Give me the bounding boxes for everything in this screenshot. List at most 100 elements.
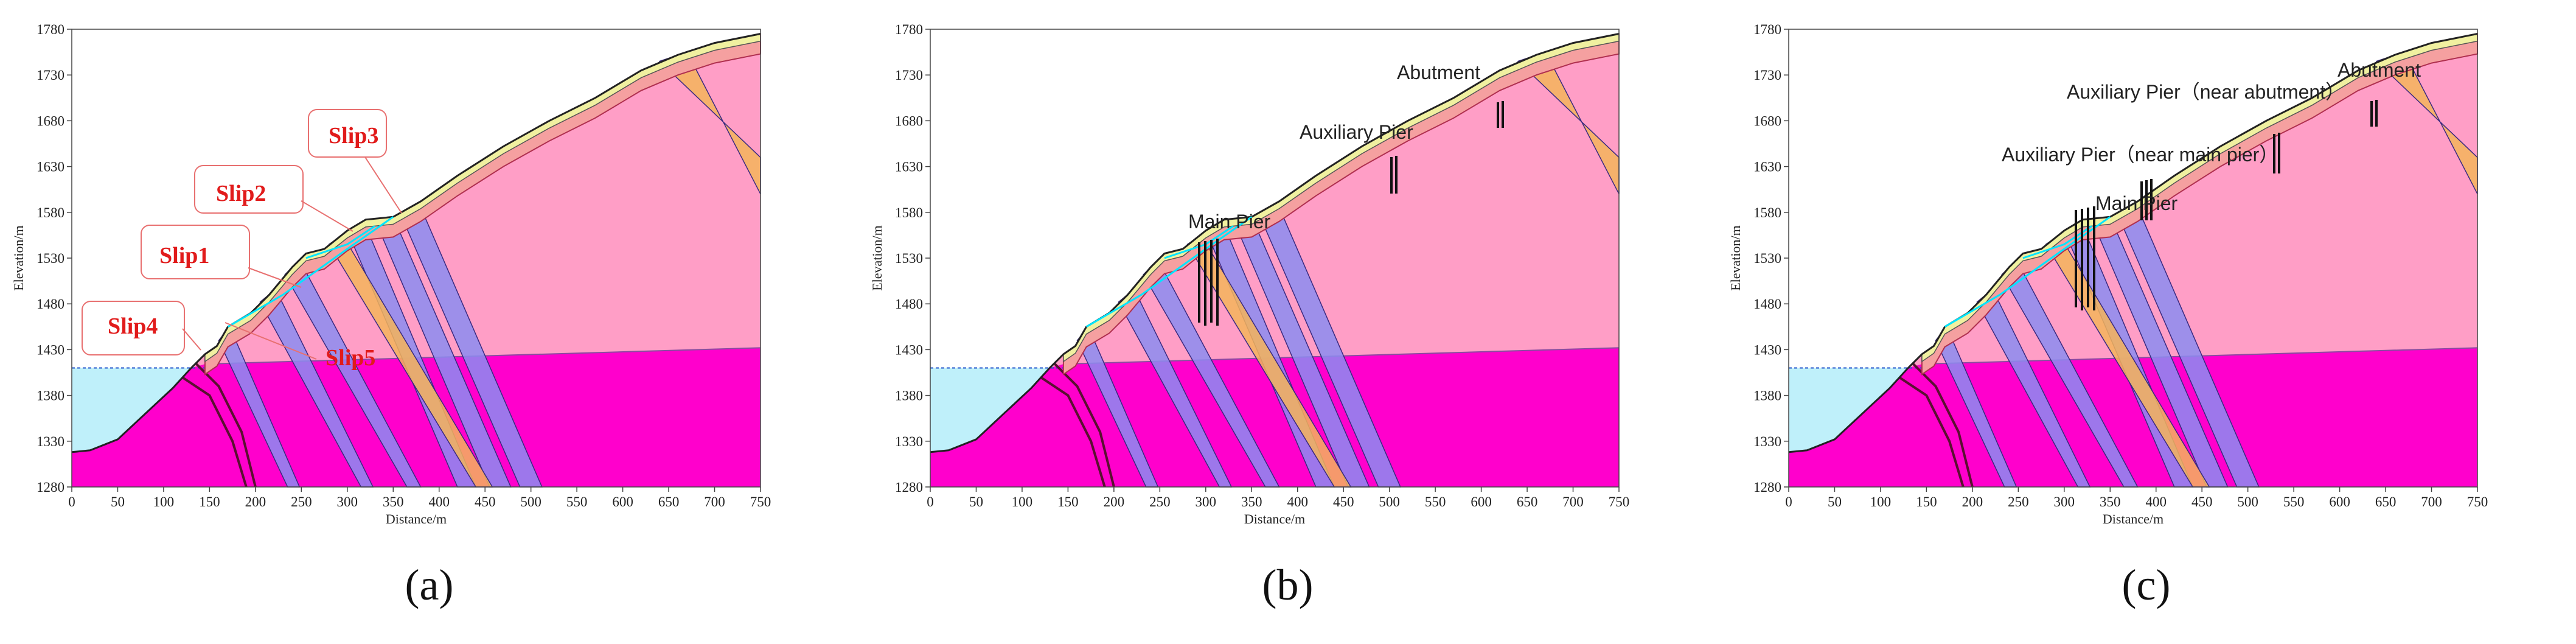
diagram-svg-a: 0 50 100 150 200 250 300 350 400 450 500 550 600 650 7…	[11, 22, 771, 527]
reservoir-water	[1789, 368, 1916, 452]
x-tick-label: 600	[1471, 494, 1492, 509]
axes: 0 50 100 150 200 250 300 350 400 450 500 550 600 650 7…	[11, 22, 771, 527]
slip3-label: Slip3	[329, 123, 378, 149]
x-tick-label: 0	[68, 494, 75, 509]
reservoir-water	[930, 368, 1057, 452]
x-tick-label: 0	[1785, 494, 1792, 509]
x-tick-label: 700	[704, 494, 725, 509]
panel-a: 0 50 100 150 200 250 300 350 400 450 500 550 600 650 7…	[0, 0, 858, 644]
y-axis-label: Elevation/m	[11, 225, 26, 291]
slip2-callout-box	[194, 165, 304, 214]
x-tick-label: 300	[337, 494, 358, 509]
x-tick-label: 500	[1379, 494, 1400, 509]
auxiliary-pier-near-main-piles	[2140, 179, 2153, 220]
y-tick-label: 1430	[1753, 342, 1781, 357]
x-tick-label: 600	[612, 494, 633, 509]
y-tick-label: 1430	[37, 342, 64, 357]
x-tick-label: 550	[1425, 494, 1446, 509]
x-tick-label: 550	[566, 494, 588, 509]
abutment-piles	[2370, 100, 2378, 127]
x-tick-label: 400	[1287, 494, 1308, 509]
y-axis-label: Elevation/m	[1728, 225, 1743, 291]
x-tick-label: 50	[1828, 494, 1842, 509]
panel-b: 0 50 100 150 200 250 300 350 400 450 500 550 600 650 7…	[858, 0, 1717, 644]
x-tick-label: 500	[2237, 494, 2258, 509]
y-tick-label: 1530	[37, 251, 64, 266]
x-tick-label: 600	[2329, 494, 2350, 509]
main-pier-piles	[2075, 206, 2095, 310]
slip-callouts: Slip3 Slip2 Slip1 Slip4 Slip5	[82, 109, 402, 371]
x-tick-label: 400	[428, 494, 450, 509]
y-tick-label: 1330	[1753, 434, 1781, 449]
slope-section	[1788, 33, 2478, 488]
slip-surface-line	[227, 216, 394, 328]
y-tick-label: 1730	[1753, 68, 1781, 83]
main-pier-piles	[1198, 239, 1219, 326]
y-tick-label: 1480	[37, 296, 64, 312]
x-tick-label: 50	[111, 494, 125, 509]
x-tick-label: 150	[199, 494, 220, 509]
x-tick-label: 700	[1562, 494, 1584, 509]
abutment-piles	[1497, 101, 1504, 128]
x-tick-label: 450	[2191, 494, 2213, 509]
y-tick-label: 1280	[37, 480, 64, 495]
y-tick-label: 1530	[895, 251, 923, 266]
panel-b-label: (b)	[1262, 561, 1314, 609]
y-tick-label: 1580	[37, 205, 64, 220]
axes: 0 50 100 150 200 250 300 350 400 450 500 550 600 650 7…	[869, 22, 1629, 527]
x-tick-label: 400	[2145, 494, 2167, 509]
x-tick-label: 100	[153, 494, 175, 509]
x-tick-label: 450	[475, 494, 496, 509]
y-tick-label: 1380	[1753, 388, 1781, 404]
y-tick-label: 1730	[895, 68, 923, 83]
x-tick-label: 700	[2421, 494, 2442, 509]
auxiliary-pier-near-abutment-label: Auxiliary Pier（near abutment）	[2067, 81, 2345, 103]
panel-c-label: (c)	[2122, 561, 2171, 609]
diagram-svg-b: 0 50 100 150 200 250 300 350 400 450 500 550 600 650 7…	[869, 22, 1629, 527]
main-pier-label: Main Pier	[2095, 192, 2178, 214]
main-pier-label: Main Pier	[1188, 211, 1271, 233]
x-tick-label: 250	[291, 494, 312, 509]
failure-curve	[1912, 362, 1974, 488]
failure-curve	[195, 362, 257, 488]
x-tick-label: 50	[969, 494, 983, 509]
slip-surface-line	[305, 225, 375, 259]
failure-curve	[1053, 362, 1115, 488]
x-tick-label: 200	[1104, 494, 1125, 509]
y-tick-label: 1380	[37, 388, 64, 404]
y-tick-label: 1580	[1753, 205, 1781, 220]
x-tick-label: 250	[1149, 494, 1171, 509]
auxiliary-pier-near-abutment-piles	[2273, 133, 2280, 173]
y-tick-label: 1530	[1753, 251, 1781, 266]
panel-a-label: (a)	[405, 561, 454, 609]
x-axis-label: Distance/m	[2103, 511, 2163, 527]
reservoir-water	[72, 368, 199, 452]
slope-section	[71, 33, 761, 488]
y-tick-label: 1780	[37, 22, 64, 37]
slip1-callout-box	[141, 225, 250, 279]
slip-surface-line	[1085, 216, 1253, 328]
failure-curve	[1039, 376, 1106, 488]
ground-surface	[71, 33, 761, 453]
auxiliary-pier-near-main-pier-label: Auxiliary Pier（near main pier）	[2002, 144, 2278, 166]
y-tick-label: 1330	[895, 434, 923, 449]
y-tick-label: 1630	[37, 159, 64, 175]
y-tick-label: 1630	[895, 159, 923, 175]
slip4-label: Slip4	[108, 313, 158, 339]
ground-surface	[930, 33, 1620, 453]
slip2-label: Slip2	[216, 181, 266, 206]
x-tick-label: 100	[1870, 494, 1892, 509]
abutment-label: Abutment	[1397, 61, 1480, 83]
x-axis-label: Distance/m	[386, 511, 447, 527]
y-tick-label: 1380	[895, 388, 923, 404]
auxiliary-pier-piles	[1390, 156, 1398, 194]
x-tick-label: 750	[1609, 494, 1630, 509]
y-tick-label: 1280	[895, 480, 923, 495]
slope-section	[930, 33, 1620, 488]
y-tick-label: 1730	[37, 68, 64, 83]
x-axis-label: Distance/m	[1244, 511, 1305, 527]
x-tick-label: 150	[1057, 494, 1079, 509]
x-tick-label: 500	[520, 494, 541, 509]
failure-curve	[1898, 376, 1965, 488]
pier-markers	[1198, 101, 1504, 326]
